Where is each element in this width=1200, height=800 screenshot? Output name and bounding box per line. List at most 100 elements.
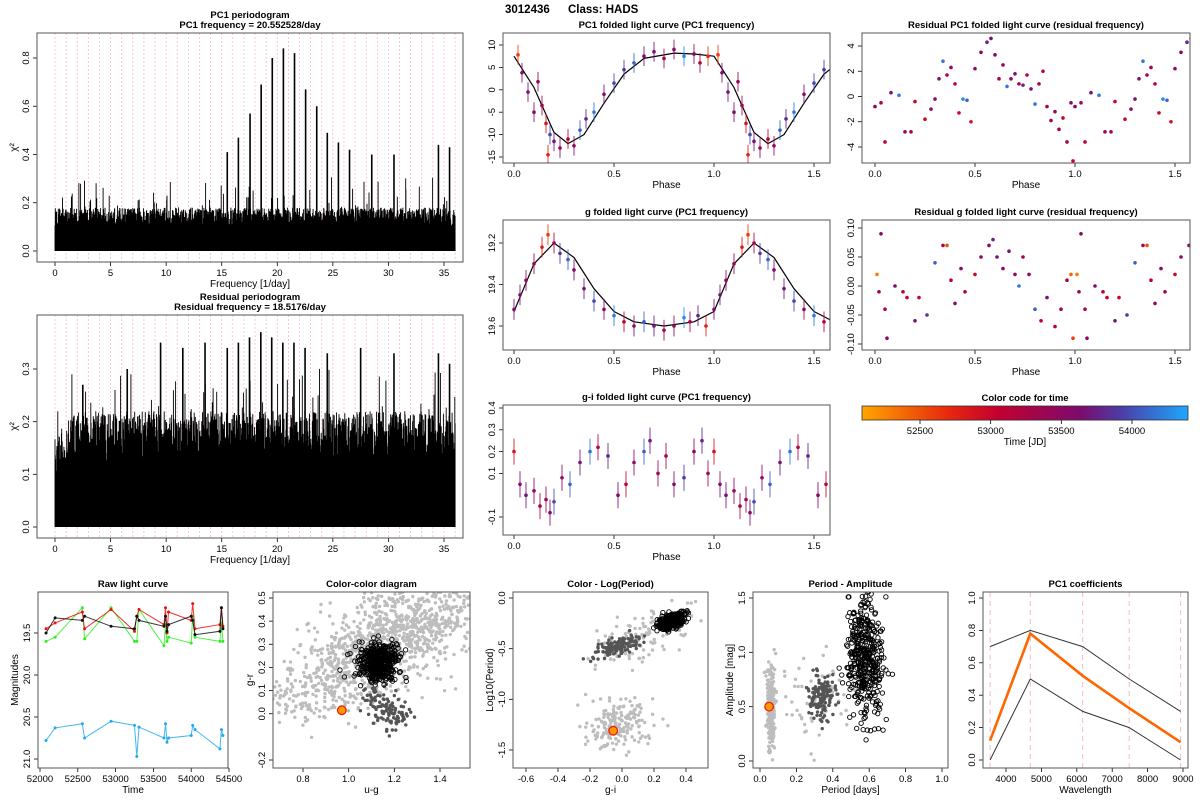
scatter-point xyxy=(491,622,494,625)
scatter-point xyxy=(444,568,447,571)
scatter-point xyxy=(809,704,813,709)
series-point xyxy=(218,629,222,633)
scatter-point xyxy=(784,695,788,699)
scatter-point xyxy=(382,636,387,640)
scatter-point xyxy=(650,712,655,717)
plot-frame xyxy=(861,219,1191,351)
scatter-point xyxy=(770,744,774,748)
scatter-point xyxy=(291,685,295,689)
scatter-point xyxy=(667,622,674,628)
x-axis-label: Period [days] xyxy=(821,785,880,796)
scatter-point xyxy=(585,721,589,725)
y-tick-label: 0.0 xyxy=(21,520,32,533)
data-point xyxy=(904,324,908,328)
scatter-point xyxy=(402,627,406,631)
scatter-point xyxy=(385,629,389,634)
plot-area xyxy=(251,568,502,739)
scatter-point xyxy=(813,685,818,689)
series-point xyxy=(53,621,57,625)
scatter-point xyxy=(662,647,666,652)
scatter-point xyxy=(433,587,436,590)
highlighted-object xyxy=(764,701,775,712)
scatter-point xyxy=(395,714,400,719)
scatter-point xyxy=(356,639,362,645)
scatter-point xyxy=(769,696,773,700)
scatter-point xyxy=(352,643,359,650)
scatter-point xyxy=(814,687,818,692)
scatter-point xyxy=(343,613,347,617)
scatter-point xyxy=(821,683,826,688)
scatter-point xyxy=(438,585,441,588)
scatter-point xyxy=(451,605,456,610)
scatter-point xyxy=(463,581,466,584)
plot-frame xyxy=(512,591,709,769)
scatter-point xyxy=(323,684,328,689)
scatter-point xyxy=(472,612,475,615)
scatter-point xyxy=(623,721,628,725)
scatter-point xyxy=(807,695,811,699)
scatter-point xyxy=(343,703,347,707)
plot-area xyxy=(873,36,1190,163)
x-tick-label: -0.2 xyxy=(582,774,598,785)
y-tick-label: 0.4 xyxy=(487,401,498,414)
scatter-point xyxy=(368,690,372,694)
x-tick-label: 20 xyxy=(272,268,283,279)
scatter-point xyxy=(499,585,502,588)
scatter-point xyxy=(309,679,313,683)
data-point xyxy=(1187,243,1190,248)
scatter-point xyxy=(617,716,621,720)
scatter-point xyxy=(352,631,356,635)
scatter-point xyxy=(817,687,821,691)
scatter-point xyxy=(331,698,335,702)
scatter-point xyxy=(802,722,807,727)
scatter-point xyxy=(397,633,401,638)
scatter-point xyxy=(768,729,772,733)
plot-frame xyxy=(502,32,831,164)
scatter-point xyxy=(418,614,423,618)
scatter-point xyxy=(355,605,359,610)
scatter-point xyxy=(413,613,417,618)
scatter-point xyxy=(291,693,296,698)
scatter-point xyxy=(407,707,412,712)
x-tick-label: 52000 xyxy=(27,774,53,785)
scatter-point xyxy=(619,651,623,655)
scatter-point xyxy=(329,689,333,693)
scatter-point xyxy=(342,666,347,670)
scatter-point xyxy=(386,661,392,667)
scatter-point xyxy=(421,666,425,671)
scatter-point xyxy=(614,624,619,629)
data-point xyxy=(698,61,702,65)
y-axis-label: g-r xyxy=(245,673,256,686)
scatter-point xyxy=(330,685,335,690)
scatter-point xyxy=(796,684,800,689)
data-point xyxy=(546,152,550,157)
scatter-point xyxy=(366,712,371,717)
series-point xyxy=(137,725,141,729)
scatter-point xyxy=(849,684,855,690)
scatter-point xyxy=(610,741,615,745)
scatter-point xyxy=(384,687,388,691)
scatter-point xyxy=(868,604,874,611)
x-tick-label: 1.2 xyxy=(388,774,401,785)
scatter-point xyxy=(392,568,395,571)
y-tick-label: 0.05 xyxy=(846,248,857,267)
scatter-point xyxy=(298,679,302,684)
y-tick-label: 0.6 xyxy=(967,656,978,669)
data-point xyxy=(736,79,740,84)
scatter-point xyxy=(348,692,352,696)
scatter-point xyxy=(606,715,610,719)
scatter-point xyxy=(321,671,326,675)
scatter-point xyxy=(820,726,824,731)
scatter-point xyxy=(357,633,361,638)
scatter-point xyxy=(251,727,254,730)
scatter-point xyxy=(398,662,403,666)
y-tick-label: -0.5 xyxy=(497,640,508,656)
scatter-point xyxy=(404,712,409,716)
scatter-point xyxy=(330,669,334,674)
scatter-point xyxy=(765,719,770,723)
plot-area xyxy=(513,39,830,163)
scatter-point xyxy=(362,659,368,665)
scatter-point xyxy=(414,610,419,614)
scatter-point xyxy=(581,657,586,661)
scatter-point xyxy=(340,660,344,665)
